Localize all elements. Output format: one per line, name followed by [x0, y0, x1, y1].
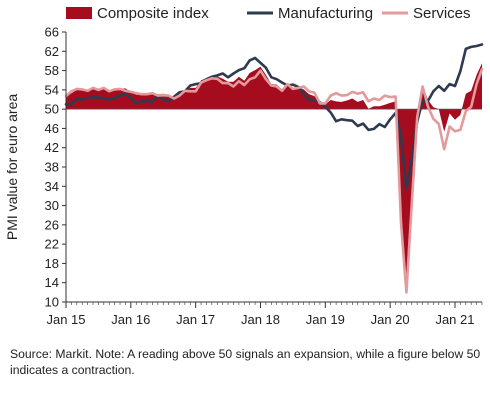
y-tick-label: 42: [45, 140, 59, 155]
y-tick-label: 22: [45, 237, 59, 252]
y-tick-label: 58: [45, 63, 59, 78]
y-tick-label: 18: [45, 256, 59, 271]
y-tick-label: 62: [45, 44, 59, 59]
y-tick-label: 14: [45, 275, 59, 290]
y-tick-label: 10: [45, 295, 59, 310]
services-line: [64, 67, 484, 294]
legend-swatch-composite: [66, 7, 92, 19]
x-tick-label: Jan 19: [306, 312, 345, 327]
legend-label-composite-index: Composite index: [97, 5, 209, 22]
legend-label-manufacturing: Manufacturing: [278, 5, 373, 22]
x-tick-label: Jan 16: [111, 312, 150, 327]
y-tick-label: 34: [45, 179, 59, 194]
legend-label-services: Services: [413, 5, 471, 22]
x-tick-label: Jan 18: [241, 312, 280, 327]
y-tick-label: 54: [45, 82, 59, 97]
composite-index-area: [66, 63, 482, 285]
y-tick-label: 30: [45, 198, 59, 213]
y-tick-label: 50: [45, 102, 59, 117]
x-tick-label: Jan 15: [46, 312, 85, 327]
x-tick-label: Jan 17: [176, 312, 215, 327]
pmi-chart: 10 14 18 22 26 30 34 38 42 46 50 54 58 62 66 Jan 15 Jan …: [4, 5, 484, 327]
y-tick-label: 26: [45, 217, 59, 232]
y-tick-label: 66: [45, 25, 59, 40]
y-axis-label: PMI value for euro area: [4, 94, 20, 241]
source-note: Source: Markit. Note: A reading above 50…: [10, 347, 481, 377]
x-tick-label: Jan 21: [435, 312, 474, 327]
x-tick-label: Jan 20: [371, 312, 410, 327]
manufacturing-line: [64, 43, 484, 191]
y-tick-label: 38: [45, 160, 59, 175]
y-tick-label: 46: [45, 121, 59, 136]
